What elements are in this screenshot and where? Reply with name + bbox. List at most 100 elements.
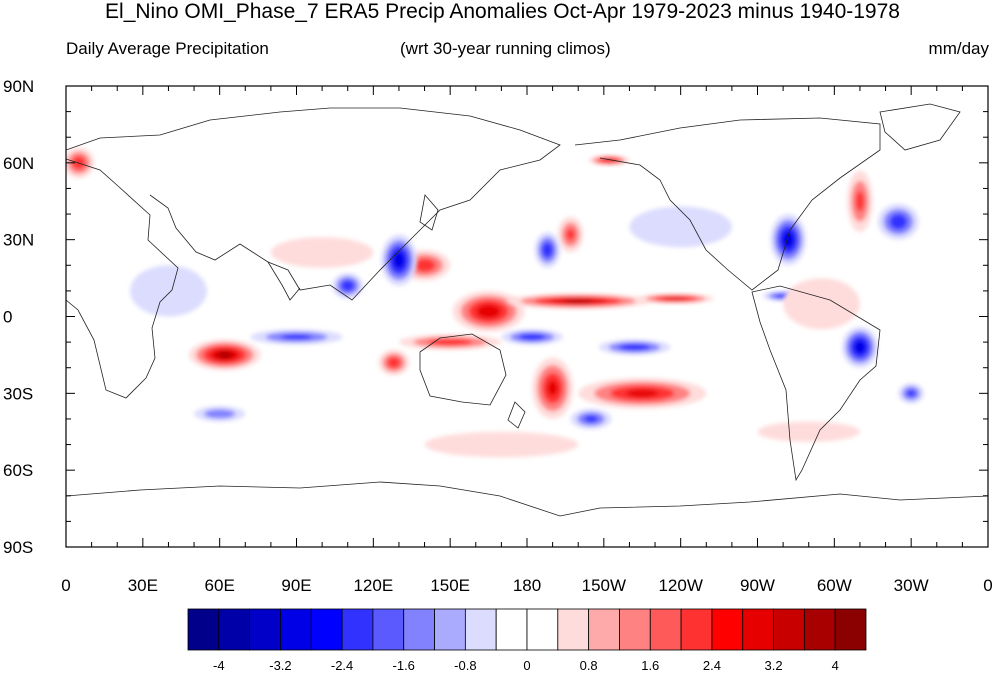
anomaly-blob bbox=[532, 357, 574, 419]
colorbar-swatch bbox=[187, 608, 220, 651]
lon-label: 90E bbox=[281, 576, 311, 595]
anomaly-contour bbox=[476, 304, 501, 319]
anomaly-blob bbox=[770, 214, 807, 266]
colorbar-swatch bbox=[403, 608, 435, 651]
coastline-antarctica bbox=[66, 481, 988, 517]
colorbar-swatch bbox=[619, 608, 651, 651]
colorbar-swatch bbox=[773, 608, 805, 651]
anomaly-contour bbox=[542, 242, 553, 258]
anomaly-blob bbox=[381, 234, 417, 286]
subtitle-center: (wrt 30-year running climos) bbox=[400, 39, 611, 58]
anomaly-contour bbox=[853, 340, 866, 355]
anomaly-blob bbox=[501, 329, 563, 345]
lon-label: 60E bbox=[205, 576, 235, 595]
colorbar-swatch bbox=[588, 608, 620, 651]
colorbar-label: -1.6 bbox=[393, 658, 415, 673]
anomaly-blob bbox=[452, 290, 525, 332]
anomaly-blob bbox=[637, 293, 714, 304]
colorbar-label: 0 bbox=[523, 658, 530, 673]
anomaly-contour bbox=[428, 338, 473, 346]
colorbar-swatch bbox=[464, 608, 497, 651]
lon-label: 150E bbox=[430, 576, 470, 595]
anomaly-contour bbox=[281, 334, 312, 340]
coastline-north-america bbox=[574, 117, 881, 291]
latitude-axis: 90N 60N 30N 0 30S 60S 90S bbox=[3, 77, 34, 557]
anomaly-blob bbox=[534, 231, 561, 268]
colorbar-label: 2.4 bbox=[703, 658, 721, 673]
anomaly-blob bbox=[842, 326, 878, 368]
anomaly-blob bbox=[424, 431, 579, 458]
anomaly-contour bbox=[584, 415, 598, 423]
lon-label: 180 bbox=[513, 576, 541, 595]
lon-label: 0 bbox=[61, 576, 70, 595]
anomaly-contour bbox=[855, 191, 865, 212]
colorbar-swatch bbox=[218, 608, 251, 651]
colorbar-label: -2.4 bbox=[331, 658, 353, 673]
lon-label: 60W bbox=[817, 576, 852, 595]
colorbar-swatch bbox=[249, 608, 281, 651]
anomaly-blob bbox=[578, 377, 707, 409]
coastline-eurasia bbox=[66, 107, 561, 301]
lon-label: 120W bbox=[658, 576, 702, 595]
colorbar-swatch bbox=[742, 608, 774, 651]
anomaly-contour bbox=[782, 231, 795, 249]
coastline-newzealand bbox=[507, 401, 526, 429]
anomaly-contour bbox=[270, 237, 374, 268]
lon-label: 0 bbox=[983, 576, 992, 595]
anomaly-blob bbox=[250, 329, 343, 345]
anomaly-blob bbox=[332, 272, 364, 299]
colorbar-swatch bbox=[526, 608, 559, 651]
anomaly-blob bbox=[194, 406, 246, 422]
colorbar-label: -0.8 bbox=[454, 658, 476, 673]
anomaly-contour bbox=[413, 258, 436, 272]
colorbar-label: -3.2 bbox=[269, 658, 291, 673]
anomaly-contour bbox=[906, 389, 916, 397]
lat-label: 30N bbox=[3, 231, 34, 250]
anomaly-blob bbox=[898, 383, 924, 404]
anomaly-blob bbox=[629, 206, 732, 248]
anomaly-blob bbox=[847, 170, 873, 232]
anomaly-blob bbox=[757, 421, 860, 442]
anomaly-blob bbox=[270, 237, 374, 268]
coastline-india bbox=[267, 261, 301, 301]
anomaly-blob bbox=[188, 339, 261, 371]
anomaly-field bbox=[66, 147, 924, 458]
colorbar-swatch bbox=[649, 608, 682, 651]
anomaly-contour bbox=[629, 206, 732, 248]
anomaly-contour bbox=[130, 265, 207, 317]
anomaly-contour bbox=[757, 421, 860, 442]
lon-label: 90W bbox=[740, 576, 775, 595]
anomaly-contour bbox=[563, 299, 593, 303]
lat-label: 60S bbox=[3, 461, 33, 480]
lon-label: 30W bbox=[894, 576, 929, 595]
subtitle-left: Daily Average Precipitation bbox=[66, 39, 269, 58]
colorbar-swatch bbox=[557, 608, 590, 651]
colorbar-swatch bbox=[280, 608, 312, 651]
anomaly-contour bbox=[204, 409, 236, 419]
anomaly-contour bbox=[547, 380, 558, 396]
colorbar-swatch bbox=[803, 608, 836, 651]
colorbar-swatch bbox=[310, 608, 343, 651]
colorbar-label: -4 bbox=[213, 658, 225, 673]
anomaly-blob bbox=[506, 293, 650, 309]
map-frame bbox=[65, 85, 989, 548]
anomaly-contour bbox=[424, 431, 579, 458]
coastline-south-america bbox=[751, 285, 881, 482]
lon-label: 120E bbox=[353, 576, 393, 595]
anomaly-blob bbox=[130, 265, 207, 317]
coastline-greenland bbox=[879, 103, 961, 151]
colorbar-label: 1.6 bbox=[641, 658, 659, 673]
colorbar-label: 3.2 bbox=[765, 658, 783, 673]
coastline-australia bbox=[419, 333, 507, 406]
colorbar-swatch bbox=[372, 608, 405, 651]
anomaly-blob bbox=[570, 408, 612, 430]
anomaly-contour bbox=[518, 333, 546, 341]
anomaly-contour bbox=[217, 351, 232, 358]
anomaly-contour bbox=[387, 357, 401, 369]
anomaly-blob bbox=[877, 203, 919, 240]
anomaly-contour bbox=[889, 214, 908, 230]
colorbar-swatch bbox=[834, 608, 867, 651]
lon-label: 30E bbox=[128, 576, 158, 595]
anomaly-contour bbox=[602, 158, 616, 162]
